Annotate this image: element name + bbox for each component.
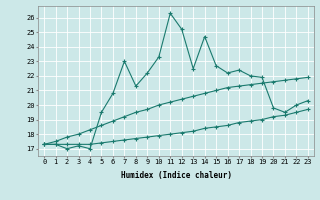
X-axis label: Humidex (Indice chaleur): Humidex (Indice chaleur) <box>121 171 231 180</box>
